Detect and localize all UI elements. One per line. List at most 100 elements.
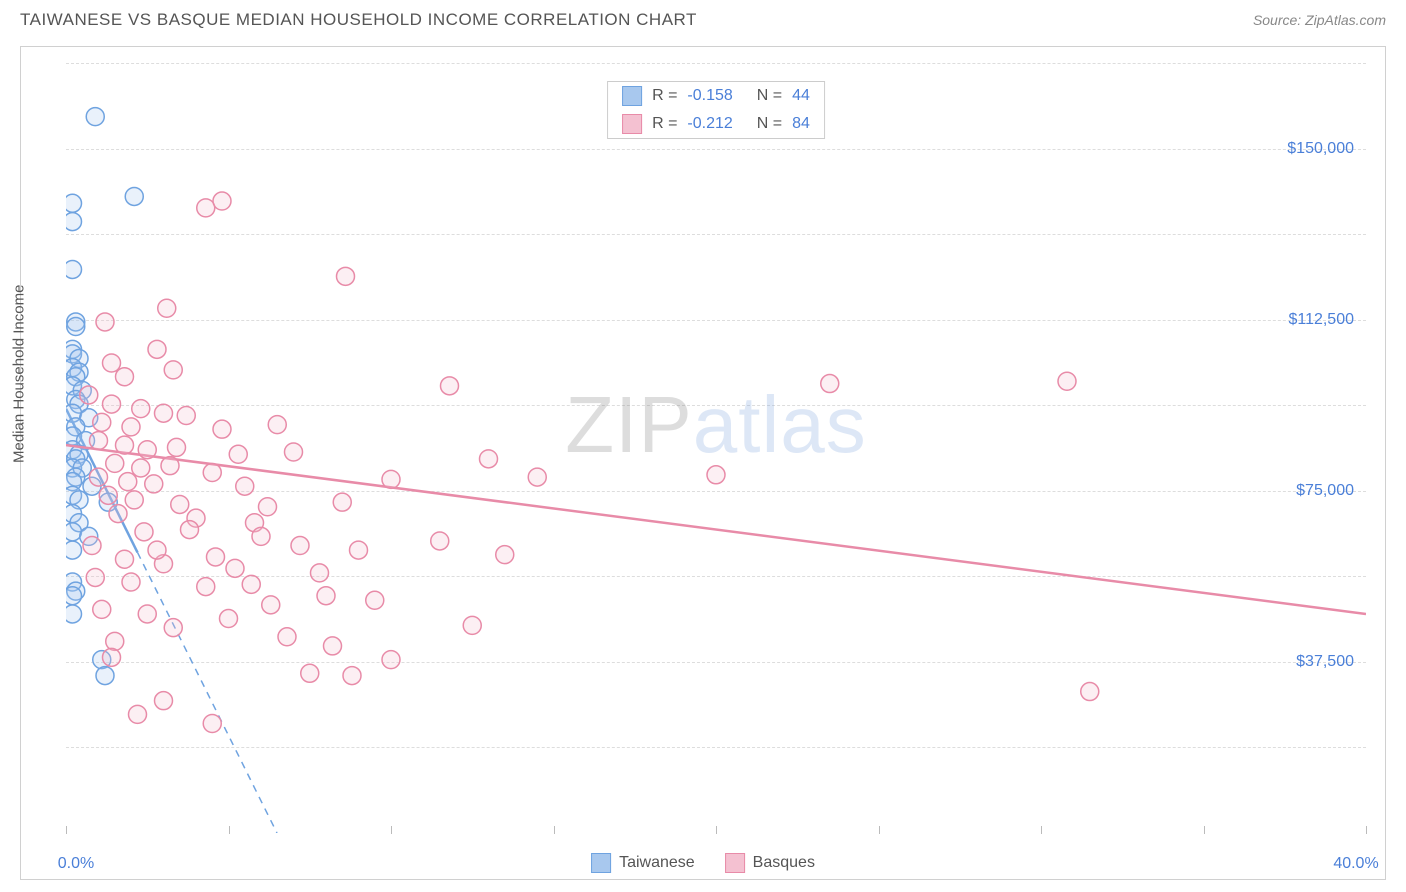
data-point <box>226 559 244 577</box>
data-point <box>197 578 215 596</box>
data-point <box>203 714 221 732</box>
chart-header: TAIWANESE VS BASQUE MEDIAN HOUSEHOLD INC… <box>0 0 1406 36</box>
data-point <box>207 548 225 566</box>
data-point <box>138 441 156 459</box>
data-point <box>67 318 85 336</box>
data-point <box>236 477 254 495</box>
data-point <box>707 466 725 484</box>
data-point <box>116 550 134 568</box>
data-point <box>109 505 127 523</box>
legend-item: Taiwanese <box>591 853 695 873</box>
data-point <box>317 587 335 605</box>
data-point <box>252 527 270 545</box>
data-point <box>268 416 286 434</box>
data-point <box>119 473 137 491</box>
data-point <box>301 664 319 682</box>
data-point <box>80 386 98 404</box>
data-point <box>145 475 163 493</box>
data-point <box>129 705 147 723</box>
data-point <box>122 418 140 436</box>
data-point <box>324 637 342 655</box>
data-point <box>66 541 82 559</box>
data-point <box>382 651 400 669</box>
data-point <box>155 404 173 422</box>
data-point <box>125 187 143 205</box>
data-point <box>259 498 277 516</box>
plot-area: ZIPatlas R = -0.158N = 44R = -0.212N = 8… <box>66 63 1366 833</box>
data-point <box>480 450 498 468</box>
data-point <box>382 470 400 488</box>
data-point <box>132 459 150 477</box>
data-point <box>96 667 114 685</box>
chart-title: TAIWANESE VS BASQUE MEDIAN HOUSEHOLD INC… <box>20 10 697 30</box>
data-point <box>171 495 189 513</box>
data-point <box>138 605 156 623</box>
data-point <box>93 413 111 431</box>
data-point <box>366 591 384 609</box>
legend-row: R = -0.212N = 84 <box>608 110 824 138</box>
data-point <box>93 600 111 618</box>
x-tick-label: 40.0% <box>1333 855 1378 873</box>
legend-item: Basques <box>725 853 815 873</box>
data-point <box>132 400 150 418</box>
data-point <box>168 438 186 456</box>
data-point <box>291 537 309 555</box>
legend-swatch <box>622 86 642 106</box>
data-point <box>311 564 329 582</box>
data-point <box>122 573 140 591</box>
data-point <box>197 199 215 217</box>
data-point <box>148 541 166 559</box>
legend-label: Taiwanese <box>619 854 695 872</box>
data-point <box>821 375 839 393</box>
data-point <box>66 587 82 605</box>
data-point <box>96 313 114 331</box>
chart-svg <box>66 63 1366 833</box>
data-point <box>278 628 296 646</box>
legend-swatch <box>725 853 745 873</box>
source-label: Source: ZipAtlas.com <box>1253 12 1386 28</box>
data-point <box>161 457 179 475</box>
data-point <box>1081 683 1099 701</box>
x-tick-label: 0.0% <box>58 855 94 873</box>
data-point <box>431 532 449 550</box>
data-point <box>86 568 104 586</box>
data-point <box>229 445 247 463</box>
data-point <box>1058 372 1076 390</box>
correlation-legend: R = -0.158N = 44R = -0.212N = 84 <box>607 81 825 139</box>
data-point <box>66 213 82 231</box>
data-point <box>103 354 121 372</box>
data-point <box>177 406 195 424</box>
data-point <box>242 575 260 593</box>
data-point <box>66 194 82 212</box>
data-point <box>164 361 182 379</box>
data-point <box>66 605 82 623</box>
data-point <box>90 468 108 486</box>
data-point <box>337 267 355 285</box>
data-point <box>83 537 101 555</box>
data-point <box>496 546 514 564</box>
data-point <box>106 454 124 472</box>
data-point <box>99 486 117 504</box>
data-point <box>285 443 303 461</box>
data-point <box>155 692 173 710</box>
legend-swatch <box>591 853 611 873</box>
x-tick <box>1366 826 1367 834</box>
data-point <box>220 610 238 628</box>
data-point <box>333 493 351 511</box>
y-axis-label: Median Household Income <box>11 285 28 463</box>
data-point <box>90 432 108 450</box>
data-point <box>203 464 221 482</box>
data-point <box>528 468 546 486</box>
data-point <box>66 260 82 278</box>
data-point <box>135 523 153 541</box>
data-point <box>350 541 368 559</box>
data-point <box>213 192 231 210</box>
data-point <box>116 436 134 454</box>
data-point <box>86 108 104 126</box>
chart-frame: Median Household Income ZIPatlas R = -0.… <box>20 46 1386 880</box>
data-point <box>148 340 166 358</box>
data-point <box>213 420 231 438</box>
data-point <box>125 491 143 509</box>
data-point <box>158 299 176 317</box>
data-point <box>103 648 121 666</box>
